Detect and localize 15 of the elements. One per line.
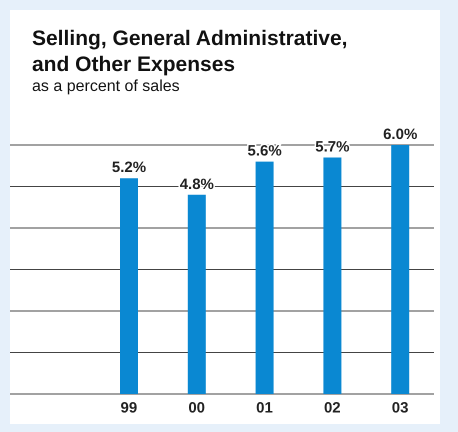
data-label: 5.2% xyxy=(112,159,146,176)
bar xyxy=(323,157,342,394)
bar xyxy=(120,178,138,394)
x-tick-label: 99 xyxy=(120,400,138,417)
chart-title: Selling, General Administrative, and Other Expenses xyxy=(32,26,348,78)
data-label: 6.0% xyxy=(383,126,418,143)
bar xyxy=(188,194,206,394)
data-label: 5.6% xyxy=(248,142,282,160)
x-tick-label: 00 xyxy=(188,400,206,417)
bar xyxy=(391,145,410,394)
x-tick-label: 01 xyxy=(256,400,273,417)
x-tick-label: 03 xyxy=(392,400,408,417)
x-tick-label: 02 xyxy=(324,400,341,417)
bar xyxy=(256,162,274,394)
chart-subtitle: as a percent of sales xyxy=(32,78,180,96)
